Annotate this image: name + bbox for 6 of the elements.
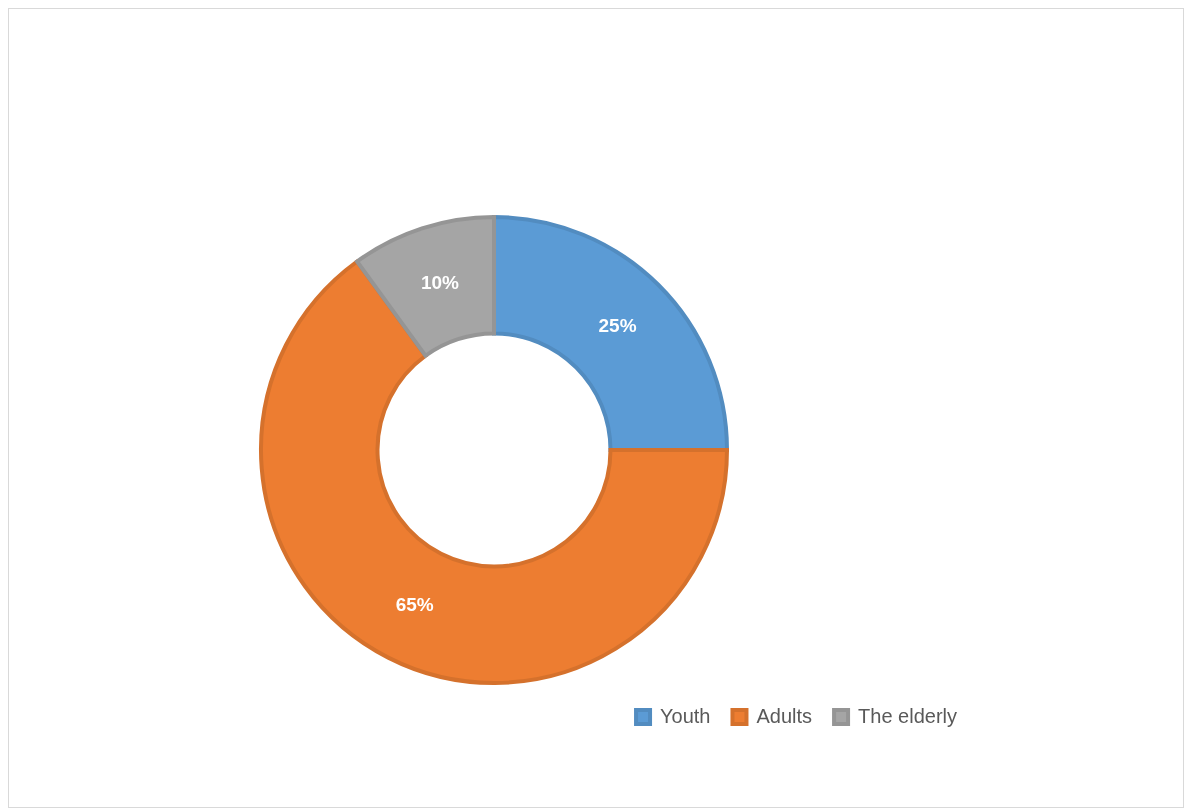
legend-label: Youth [660,704,711,727]
legend-label: The elderly [858,704,957,727]
data-label: 65% [395,593,434,615]
data-label: 10% [420,272,460,294]
legend-label: Adults [756,704,813,727]
data-label: 25% [598,314,637,336]
